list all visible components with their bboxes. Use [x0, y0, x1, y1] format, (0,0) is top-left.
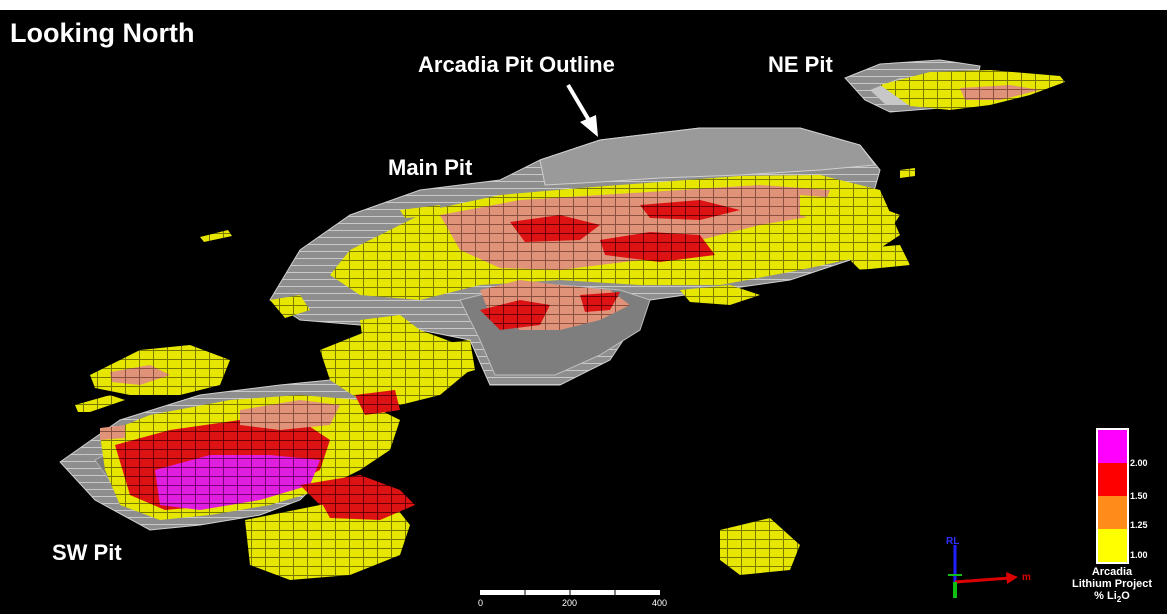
arrow-icon: [566, 83, 598, 137]
label-arcadia-pit-outline: Arcadia Pit Outline: [418, 52, 615, 77]
legend-caption-line2: Lithium Project: [1071, 578, 1153, 590]
legend-swatch-yellow: [1098, 529, 1127, 562]
legend-value-1-25: 1.25: [1130, 520, 1148, 530]
scale-tick-200: 200: [562, 598, 578, 608]
legend-value-1-00: 1.00: [1130, 550, 1148, 560]
legend-swatch-magenta: [1098, 430, 1127, 463]
axis-label-m: m: [1022, 572, 1031, 583]
legend-value-2-00: 2.00: [1130, 458, 1148, 468]
legend-caption-line3: % Li2O: [1052, 590, 1167, 606]
grade-legend: [1096, 428, 1129, 564]
axes-triad-icon: [948, 545, 1018, 598]
legend-value-1-50: 1.50: [1130, 491, 1148, 501]
legend-caption-subscript: 2: [1116, 595, 1122, 605]
ore-blocks-sw: [100, 315, 420, 580]
scale-tick-400: 400: [652, 598, 668, 608]
legend-caption-line1: Arcadia: [1091, 566, 1133, 578]
scale-tick-0: 0: [478, 598, 484, 608]
legend-caption-unit-suffix: O: [1121, 590, 1130, 602]
legend-swatch-red: [1098, 463, 1127, 496]
label-main-pit: Main Pit: [388, 155, 473, 180]
ore-blocks-outlying: [75, 70, 1065, 575]
axis-label-rl: RL: [946, 536, 960, 547]
legend-swatch-orange: [1098, 496, 1127, 529]
legend-caption-unit: % Li: [1094, 590, 1117, 602]
label-ne-pit: NE Pit: [768, 52, 833, 77]
label-sw-pit: SW Pit: [52, 540, 122, 565]
ore-blocks-main: [270, 175, 910, 405]
scale-bar: [480, 590, 660, 595]
legend-caption: Arcadia Lithium Project % Li2O: [1052, 566, 1167, 606]
figure-title: Looking North: [10, 18, 195, 48]
